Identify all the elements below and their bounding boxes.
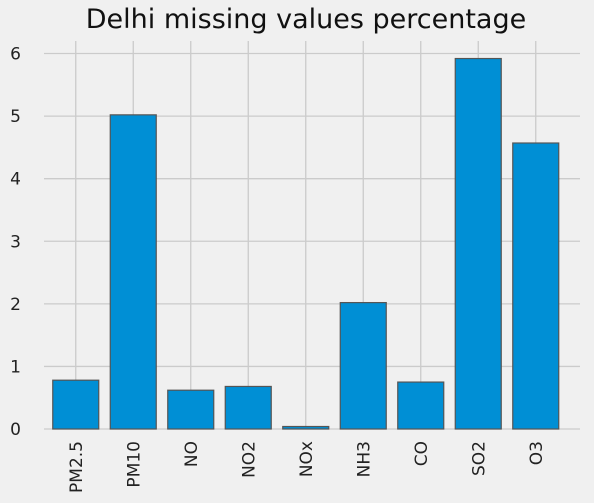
- bar-o3: [512, 142, 560, 430]
- x-tick-label: PM10: [124, 441, 144, 488]
- bar-no: [167, 389, 215, 430]
- y-tick-label: 1: [10, 357, 21, 377]
- x-tick-label: NO: [182, 441, 202, 467]
- x-tick-label: PM2.5: [67, 441, 87, 493]
- y-tick-label: 6: [10, 45, 21, 65]
- chart-title: Delhi missing values percentage: [85, 4, 527, 35]
- bar-no2: [224, 385, 272, 430]
- bar-pm25: [52, 379, 100, 430]
- bar-co: [397, 381, 445, 430]
- y-tick-label: 3: [10, 232, 21, 252]
- bar-so2: [454, 57, 502, 430]
- x-tick-label: SO2: [469, 441, 489, 476]
- y-axis-ticks: 0 1 2 3 4 5 6: [10, 45, 21, 440]
- x-tick-label: CO: [412, 441, 432, 466]
- bars: [52, 57, 560, 430]
- y-tick-label: 4: [10, 170, 21, 190]
- y-tick-label: 5: [10, 107, 21, 127]
- y-tick-label: 2: [10, 295, 21, 315]
- bar-nox: [282, 425, 330, 430]
- x-axis-ticks: PM2.5 PM10 NO NO2 NOx NH3 CO SO2 O3: [67, 441, 547, 493]
- x-tick-label: O3: [527, 441, 547, 465]
- x-tick-label: NO2: [239, 441, 259, 478]
- x-tick-label: NH3: [354, 441, 374, 477]
- y-tick-label: 0: [10, 420, 21, 440]
- x-tick-label: NOx: [297, 441, 317, 477]
- bar-pm10: [109, 114, 157, 430]
- bar-nh3: [339, 301, 387, 430]
